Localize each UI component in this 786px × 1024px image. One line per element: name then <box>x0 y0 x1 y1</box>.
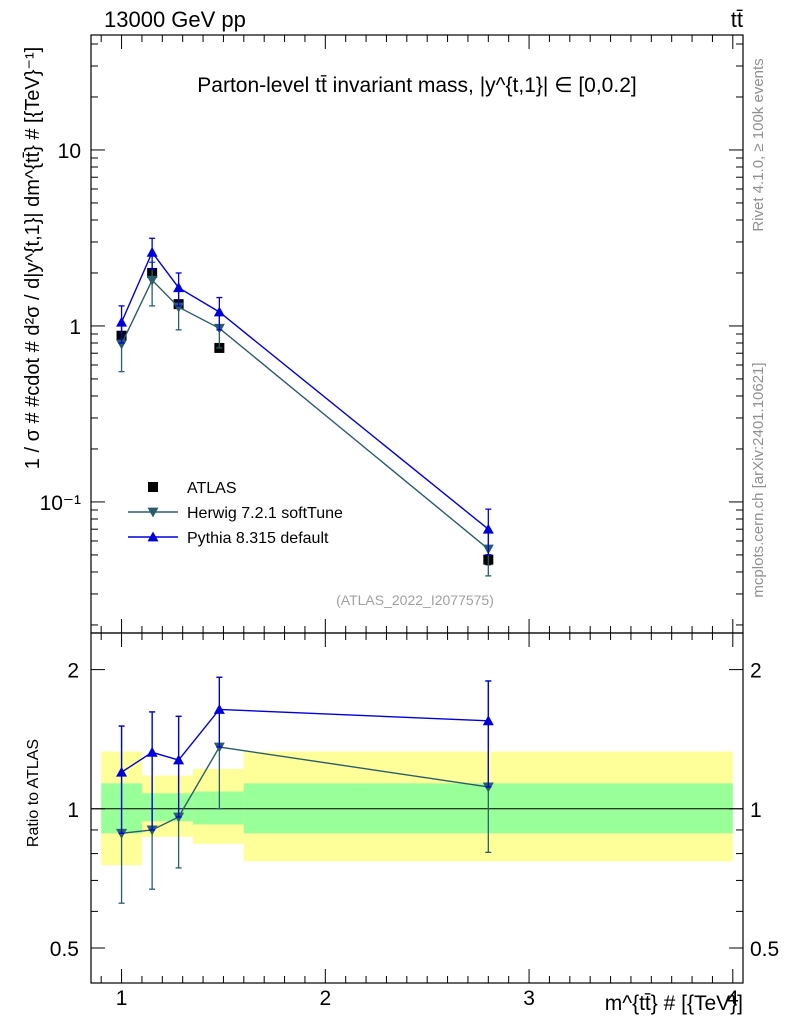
pythia-main-point <box>146 246 158 257</box>
legend-label-1: Herwig 7.2.1 softTune <box>187 505 343 522</box>
pythia-main-line <box>120 250 489 530</box>
ratio-y-tick-label-right: 2 <box>750 660 762 683</box>
pythia-ratio-point <box>146 746 158 757</box>
main-y-tick-label: 10 <box>58 140 81 163</box>
legend-label-0: ATLAS <box>187 480 237 497</box>
pythia-main-point <box>213 306 225 317</box>
main-y-tick-label: 1 <box>69 316 81 339</box>
header-left-label: 13000 GeV pp <box>104 7 246 32</box>
main-plot-series <box>116 237 494 577</box>
x-tick-label: 3 <box>523 987 535 1010</box>
watermark-label: (ATLAS_2022_I2077575) <box>336 592 494 608</box>
main-y-tick-label: 10⁻¹ <box>40 492 81 515</box>
pythia-main-point <box>116 316 128 327</box>
ratio-plot-series <box>116 676 494 904</box>
pythia-main-point <box>482 523 494 534</box>
pythia-main-point <box>173 282 185 293</box>
herwig-main-point <box>146 275 158 286</box>
x-tick-label: 4 <box>727 987 739 1010</box>
ratio-y-tick-label-right: 0.5 <box>750 938 779 961</box>
ratio-y-axis-label: Ratio to ATLAS <box>25 739 42 847</box>
x-tick-label: 2 <box>319 987 331 1010</box>
pythia-ratio-point <box>482 715 494 726</box>
pythia-ratio-point <box>173 754 185 765</box>
header-right-label: tt̄ <box>731 7 743 32</box>
pythia-ratio-point <box>213 703 225 714</box>
inner-uncertainty-band-1 <box>141 793 193 822</box>
legend: ATLAS Herwig 7.2.1 softTune Pythia 8.315 d… <box>128 480 343 547</box>
ratio-y-tick-label-left: 1 <box>67 799 79 822</box>
rivet-version-label: Rivet 4.1.0, ≥ 100k events <box>750 58 767 231</box>
main-y-axis-label: 1 / σ # #cdot # d²σ / d|y^{t,1}| dm^{tt̄… <box>22 47 44 469</box>
herwig-main-point <box>173 302 185 313</box>
uncertainty-bands <box>91 751 743 866</box>
ratio-plot-frame <box>90 632 744 984</box>
x-axis-label: m^{tt̄} # [{TeV}] <box>605 992 743 1015</box>
legend-marker-1 <box>147 507 159 518</box>
ratio-y-tick-label-left: 2 <box>67 660 79 683</box>
pythia-ratio-point <box>116 766 128 777</box>
ratio-y-tick-label-left: 0.5 <box>50 938 79 961</box>
herwig-main-point <box>116 339 128 350</box>
legend-marker-0 <box>148 482 158 492</box>
legend-marker-2 <box>147 531 159 542</box>
axis-ticks <box>91 35 743 983</box>
ratio-y-tick-label-right: 1 <box>750 799 762 822</box>
axis-tick-labels: 10⁻¹ 1 10 0.5 0.5 1 1 2 2 1 2 3 4 <box>40 140 780 1010</box>
x-tick-label: 1 <box>116 987 128 1010</box>
main-plot-title: Parton-level tt̄ invariant mass, |y^{t,1… <box>197 74 636 97</box>
inner-uncertainty-band-2 <box>192 791 244 825</box>
legend-label-2: Pythia 8.315 default <box>187 530 329 547</box>
mcplots-source-label: mcplots.cern.ch [arXiv:2401.10621] <box>750 362 767 597</box>
